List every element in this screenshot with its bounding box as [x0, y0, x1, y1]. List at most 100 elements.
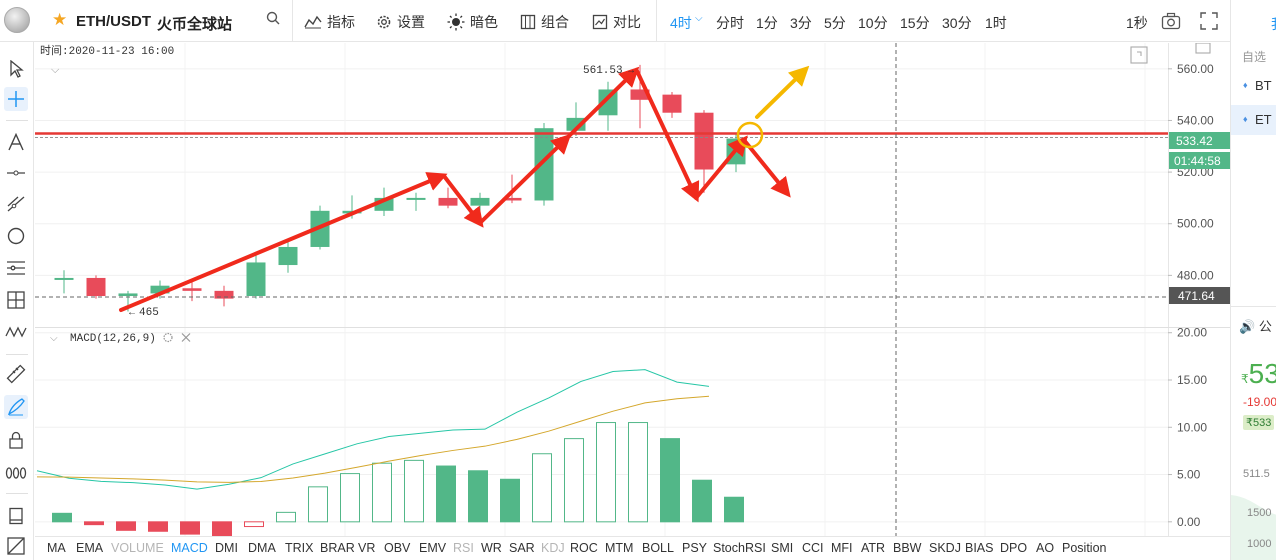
indicator-vr[interactable]: VR — [358, 541, 376, 555]
settings-button[interactable]: 设置 — [376, 13, 425, 31]
timeframe-1h[interactable]: 1时 — [985, 15, 1007, 31]
indicator-obv[interactable]: OBV — [384, 541, 411, 555]
indicator-mfi[interactable]: MFI — [831, 541, 853, 555]
maximize-pane-icon[interactable] — [1195, 43, 1211, 54]
macd-settings-icon[interactable] — [163, 332, 173, 343]
indicator-volume[interactable]: VOLUME — [111, 541, 164, 555]
crosshair-icon[interactable] — [4, 87, 28, 111]
chevron-down-icon[interactable]: ⌵ — [695, 13, 703, 24]
indicator-atr[interactable]: ATR — [861, 541, 886, 555]
text-tool-icon[interactable] — [4, 130, 28, 154]
macd-bar — [628, 422, 648, 523]
price-tick-label: 540.00 — [1177, 113, 1214, 127]
cursor-arrow-icon[interactable] — [4, 57, 28, 81]
indicator-roc[interactable]: ROC — [570, 541, 598, 555]
timeframe-3m[interactable]: 3分 — [790, 15, 812, 31]
highlight-circle — [736, 121, 764, 149]
indicator-kdj[interactable]: KDJ — [541, 541, 565, 555]
timeframe-4h[interactable]: 4时 — [670, 15, 692, 31]
maximize-pane-icon[interactable] — [1130, 46, 1148, 64]
wave-pattern-icon[interactable] — [4, 320, 28, 344]
indicator-mtm[interactable]: MTM — [605, 541, 634, 555]
settings-label: 设置 — [397, 14, 425, 30]
collapse-chevron-icon[interactable]: ⌵ — [51, 64, 60, 76]
indicator-cci[interactable]: CCI — [802, 541, 824, 555]
compose-button[interactable]: 组合 — [520, 13, 569, 31]
timeframe-15m[interactable]: 15分 — [900, 15, 930, 31]
compare-button[interactable]: 对比 — [592, 13, 641, 31]
timeframe-5m[interactable]: 5分 — [824, 15, 846, 31]
macd-close-icon[interactable] — [181, 333, 191, 342]
horizontal-line-icon[interactable] — [4, 161, 28, 185]
side-panel-tab[interactable]: 我 — [1271, 14, 1276, 34]
ruler-icon[interactable] — [4, 362, 28, 386]
macd-bar — [660, 438, 680, 523]
grid-tool-icon[interactable] — [4, 288, 28, 312]
coin-drop-icon: ♦ — [1243, 80, 1248, 90]
dark-mode-button[interactable]: 暗色 — [447, 13, 498, 31]
indicators-button[interactable]: 指标 — [304, 13, 355, 31]
indicator-brar[interactable]: BRAR — [320, 541, 355, 555]
visibility-icon[interactable] — [4, 460, 28, 484]
search-icon[interactable] — [266, 11, 280, 30]
favorite-star-icon[interactable]: ★ — [52, 10, 68, 29]
symbol-name[interactable]: ETH/USDT — [76, 13, 151, 30]
indicator-rsi[interactable]: RSI — [453, 541, 474, 555]
indicator-dmi[interactable]: DMI — [215, 541, 238, 555]
indicator-ema[interactable]: EMA — [76, 541, 104, 555]
indicator-bbw[interactable]: BBW — [893, 541, 922, 555]
indicator-macd[interactable]: MACD — [171, 541, 208, 555]
fullscreen-icon[interactable] — [1200, 12, 1218, 35]
indicator-dpo[interactable]: DPO — [1000, 541, 1028, 555]
macd-tick-label: 5.00 — [1177, 468, 1201, 482]
candle-body — [470, 197, 490, 206]
indicator-skdj[interactable]: SKDJ — [929, 541, 961, 555]
bookmark-icon[interactable] — [4, 504, 28, 528]
indicator-ma[interactable]: MA — [47, 541, 66, 555]
timeframe-30m[interactable]: 30分 — [942, 15, 972, 31]
indicator-ao[interactable]: AO — [1036, 541, 1055, 555]
toolbar-divider — [292, 0, 293, 42]
favorites-label[interactable]: 自选 — [1242, 50, 1267, 64]
market-row-eth[interactable]: ♦ ET — [1231, 105, 1276, 135]
candle-body — [246, 262, 266, 297]
candle-body — [214, 290, 234, 299]
trend-arrow-up — [694, 135, 748, 200]
camera-icon[interactable] — [1161, 12, 1181, 35]
price-axis-border — [1168, 43, 1169, 536]
indicator-wr[interactable]: WR — [481, 541, 502, 555]
indicator-smi[interactable]: SMI — [771, 541, 794, 555]
refresh-interval[interactable]: 1秒 — [1126, 15, 1148, 31]
price-change: -19.00 — [1243, 395, 1276, 409]
macd-bar — [308, 486, 328, 523]
timeframe-10m[interactable]: 10分 — [858, 15, 888, 31]
price-tick-label: 480.00 — [1177, 268, 1214, 282]
timeframe-1m[interactable]: 1分 — [756, 15, 778, 31]
indicator-bias[interactable]: BIAS — [965, 541, 994, 555]
gear-icon — [377, 15, 391, 29]
mini-chart-label: 1500 — [1247, 507, 1272, 519]
indicator-position[interactable]: Position — [1062, 541, 1107, 555]
circle-tool-icon[interactable] — [4, 224, 28, 248]
lock-icon[interactable] — [4, 428, 28, 452]
fibonacci-icon[interactable] — [4, 256, 28, 280]
candle-body — [118, 293, 138, 297]
price-chart[interactable]: 560.00540.00520.00500.00480.0020.0015.00… — [35, 43, 1230, 536]
current-price-tag — [1169, 132, 1230, 149]
indicator-boll[interactable]: BOLL — [642, 541, 674, 555]
coin-drop-icon: ♦ — [1243, 114, 1248, 124]
announcement-label[interactable]: 🔊 公 — [1239, 319, 1272, 334]
indicator-emv[interactable]: EMV — [419, 541, 447, 555]
indicator-psy[interactable]: PSY — [682, 541, 708, 555]
timeframe-tick[interactable]: 分时 — [716, 15, 744, 31]
macd-collapse-chevron-icon[interactable]: ⌵ — [50, 333, 58, 344]
indicator-dma[interactable]: DMA — [248, 541, 276, 555]
indicator-trix[interactable]: TRIX — [285, 541, 314, 555]
delete-drawing-icon[interactable] — [4, 534, 28, 558]
market-row-btc[interactable]: ♦ BT — [1231, 71, 1276, 101]
brush-icon[interactable] — [4, 395, 28, 419]
trend-line-icon[interactable] — [4, 192, 28, 216]
market-row-name: BT — [1255, 78, 1272, 93]
indicator-sar[interactable]: SAR — [509, 541, 535, 555]
indicator-stochrsi[interactable]: StochRSI — [713, 541, 766, 555]
